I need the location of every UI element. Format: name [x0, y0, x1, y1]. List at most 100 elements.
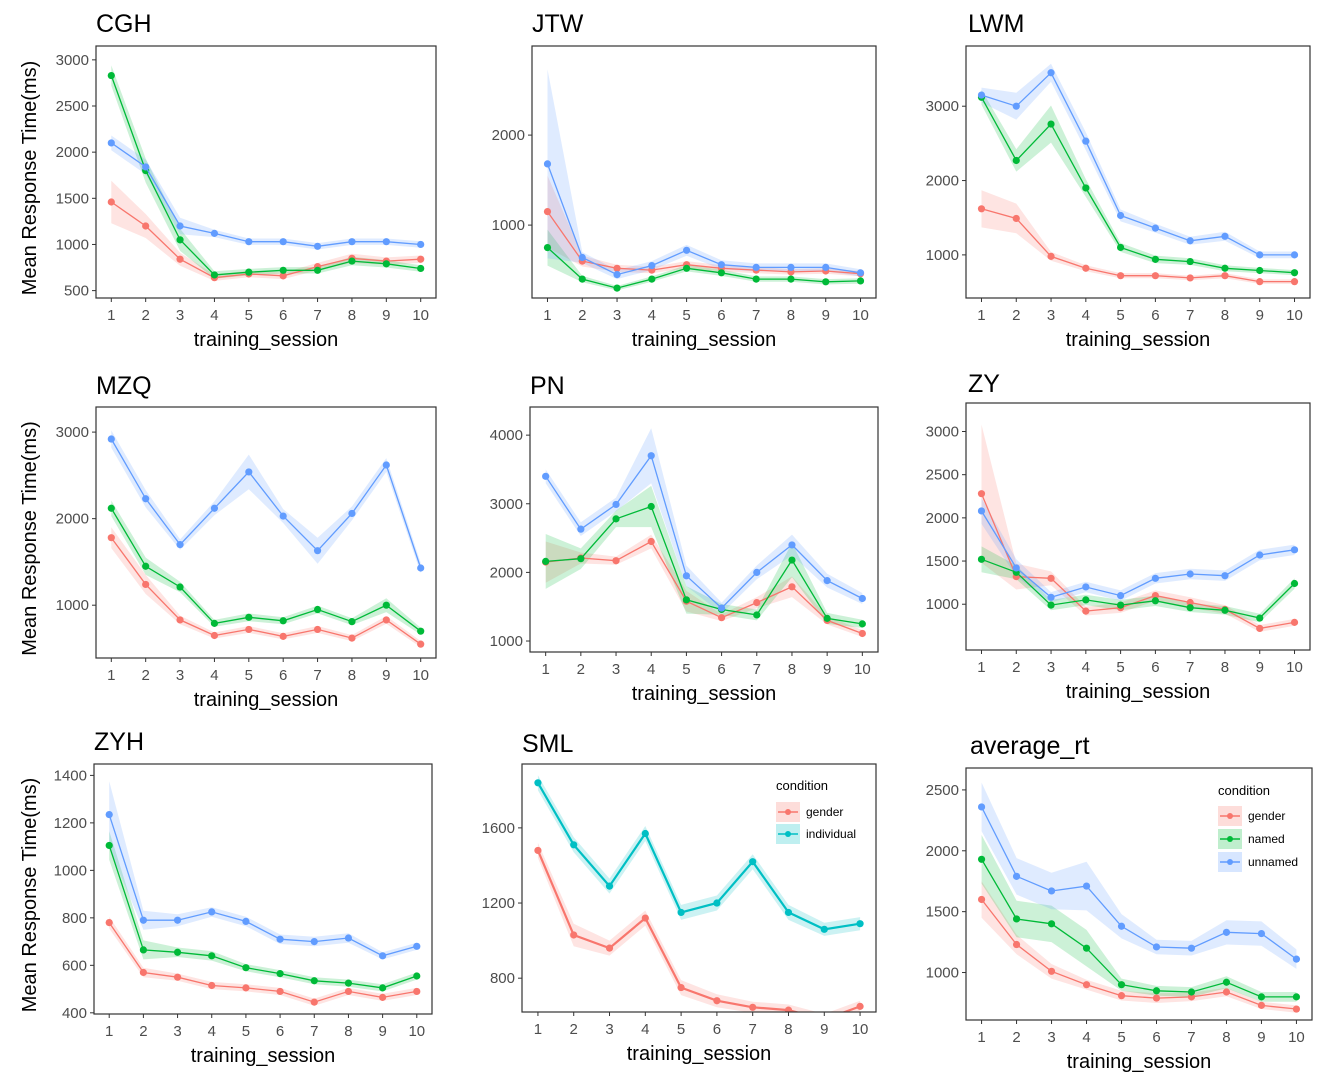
data-point-unnamed — [856, 269, 865, 277]
x-tick-label: 10 — [1288, 1029, 1305, 1046]
data-point-named — [1187, 988, 1196, 996]
x-tick-label: 7 — [749, 1021, 757, 1038]
x-tick-label: 9 — [1257, 1029, 1265, 1046]
data-point-gender — [713, 997, 721, 1005]
legend-label: named — [1248, 832, 1285, 846]
y-axis-label: Mean Response Time(ms) — [19, 778, 41, 1013]
data-point-unnamed — [787, 263, 795, 271]
ci-band-unnamed — [981, 782, 1297, 969]
data-point-named — [717, 269, 725, 277]
data-point-individual — [820, 925, 828, 933]
data-point-named — [245, 268, 253, 276]
data-point-named — [543, 244, 552, 252]
series-line-gender — [981, 208, 1295, 283]
ci-band-unnamed — [111, 135, 421, 250]
y-tick-label: 2000 — [490, 564, 523, 581]
data-point-named — [210, 271, 219, 279]
data-point-named — [977, 555, 986, 563]
panel-title: LWM — [968, 10, 1024, 38]
x-tick-label: 2 — [142, 307, 150, 324]
data-point-individual — [856, 920, 864, 928]
y-tick-label: 500 — [64, 283, 89, 300]
x-tick-label: 9 — [1256, 659, 1264, 676]
data-point-named — [1256, 614, 1264, 622]
plot-area — [977, 63, 1299, 286]
ci-band-unnamed — [981, 63, 1295, 259]
data-point-named — [1152, 987, 1161, 995]
data-point-gender — [379, 993, 387, 1001]
data-point-gender — [1221, 272, 1229, 280]
x-tick-label: 1 — [977, 1029, 985, 1046]
data-point-gender — [107, 534, 115, 542]
data-point-unnamed — [105, 810, 113, 819]
data-point-named — [577, 555, 585, 563]
data-point-unnamed — [1290, 251, 1299, 259]
x-tick-label: 10 — [852, 1021, 869, 1038]
data-point-named — [542, 557, 550, 566]
data-point-unnamed — [279, 238, 287, 246]
data-point-named — [245, 613, 253, 621]
data-point-unnamed — [1221, 232, 1229, 240]
data-point-gender — [105, 918, 113, 927]
ci-band-named — [109, 831, 417, 992]
x-tick-label: 4 — [1082, 307, 1090, 324]
data-point-named — [313, 266, 322, 274]
panel-lwm: LWM 1000 2000 3000 1 2 3 4 5 6 7 8 9 10 training_sessi… — [926, 10, 1311, 351]
legend-item-unnamed: unnamed — [1218, 852, 1298, 872]
series-line-named — [108, 845, 418, 989]
data-point-unnamed — [417, 240, 425, 249]
data-point-unnamed — [210, 504, 219, 512]
data-point-named — [279, 266, 287, 274]
x-tick-label: 1 — [107, 307, 115, 324]
series-line-gender — [545, 540, 863, 635]
x-tick-label: 5 — [1117, 1029, 1125, 1046]
data-point-unnamed — [753, 568, 761, 576]
data-point-gender — [1292, 1005, 1301, 1013]
data-point-named — [1290, 269, 1299, 277]
data-point-named — [1117, 601, 1125, 609]
data-point-gender — [313, 625, 322, 634]
y-tick-label: 1000 — [926, 596, 959, 613]
x-tick-label: 7 — [313, 307, 321, 324]
y-tick-label: 1000 — [926, 247, 959, 264]
legend-label: individual — [806, 827, 856, 841]
x-tick-label: 9 — [382, 307, 390, 324]
y-tick-label: 1500 — [56, 190, 89, 207]
data-point-unnamed — [1222, 928, 1231, 936]
data-point-named — [1012, 915, 1021, 923]
data-point-gender — [279, 272, 287, 280]
data-point-gender — [534, 846, 542, 855]
y-tick-label: 1000 — [54, 862, 87, 879]
panel-jtw: JTW 1000 2000 1 2 3 4 5 6 7 8 9 10 training_session — [492, 10, 877, 351]
data-point-gender — [417, 640, 425, 648]
x-tick-label: 6 — [279, 667, 287, 684]
y-tick-label: 2000 — [926, 843, 959, 860]
data-point-named — [977, 855, 986, 863]
data-point-unnamed — [1117, 211, 1125, 220]
data-point-individual — [713, 899, 721, 907]
panel-zy: ZY 1000 1500 2000 2500 3000 1 2 3 4 5 6 7 8 9 10 trainin… — [926, 370, 1311, 703]
data-point-named — [276, 970, 284, 978]
series-line-gender — [980, 493, 1295, 630]
data-point-gender — [242, 984, 250, 992]
data-point-gender — [641, 914, 649, 922]
data-point-gender — [605, 944, 614, 952]
data-point-unnamed — [313, 547, 322, 555]
x-tick-label: 6 — [276, 1023, 284, 1040]
x-tick-label: 5 — [245, 667, 253, 684]
data-point-unnamed — [858, 594, 866, 603]
data-point-named — [413, 972, 421, 980]
series-line-unnamed — [108, 814, 417, 957]
x-tick-label: 5 — [242, 1023, 250, 1040]
data-point-unnamed — [648, 262, 656, 270]
data-point-unnamed — [142, 495, 150, 503]
data-point-gender — [1047, 967, 1056, 975]
ci-band-gender — [537, 842, 861, 1012]
data-point-gender — [1151, 272, 1159, 280]
data-point-unnamed — [344, 934, 353, 942]
legend-title: condition — [776, 778, 828, 793]
x-tick-label: 3 — [176, 307, 184, 324]
x-tick-label: 6 — [717, 307, 725, 324]
x-tick-label: 9 — [820, 1021, 828, 1038]
ci-band-individual — [537, 775, 861, 936]
